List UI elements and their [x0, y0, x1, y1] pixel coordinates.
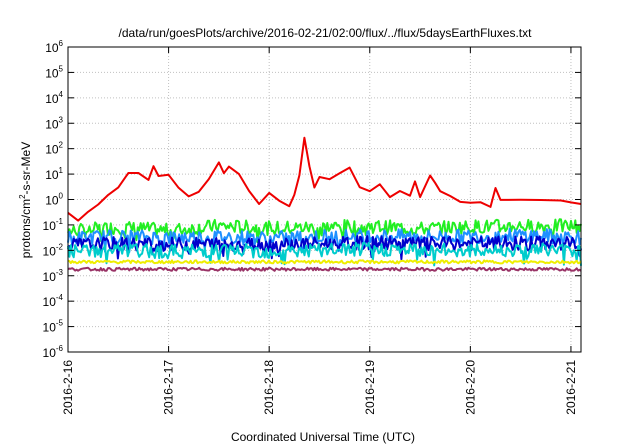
y-tick-label: 10-1 — [43, 217, 64, 233]
y-tick-label: 100 — [45, 192, 63, 208]
series-line-7 — [67, 266, 582, 272]
x-tick-label: 2016-2-19 — [363, 360, 377, 415]
series-line-5 — [67, 241, 582, 267]
x-tick-label: 2016-2-16 — [61, 360, 75, 415]
series-line-2 — [67, 218, 582, 244]
series-group — [67, 136, 582, 272]
y-tick-label: 10-6 — [43, 344, 64, 360]
series-line-1 — [67, 136, 582, 222]
y-tick-label: 106 — [45, 39, 63, 55]
y-tick-label: 10-3 — [43, 268, 64, 284]
series-line-3 — [67, 227, 582, 254]
y-tick-label: 103 — [45, 115, 63, 131]
y-tick-label: 104 — [45, 90, 63, 106]
y-tick-label: 10-5 — [43, 319, 64, 335]
y-tick-label: 10-2 — [43, 242, 64, 258]
y-tick-label: 101 — [45, 166, 63, 182]
y-tick-label: 105 — [45, 64, 63, 80]
y-tick-label: 102 — [45, 141, 63, 157]
y-axis-label: protons/cm2-s-sr-MeV — [18, 142, 33, 258]
x-axis-label: Coordinated Universal Time (UTC) — [231, 430, 415, 444]
x-tick-label: 2016-2-17 — [162, 360, 176, 415]
y-tick-label: 10-4 — [43, 293, 64, 309]
x-tick-label: 2016-2-18 — [262, 360, 276, 415]
x-tick-label: 2016-2-21 — [564, 360, 578, 415]
x-tick-label: 2016-2-20 — [463, 360, 477, 415]
y-axis-ticks: 106 105 104 103 102 101 100 10-1 10-2 10-3 10-4 10-… — [43, 39, 581, 360]
series-line-4 — [67, 235, 582, 261]
series-line-6 — [67, 259, 582, 265]
chart-title: /data/run/goesPlots/archive/2016-02-21/0… — [119, 26, 533, 40]
x-axis-ticks: 2016-2-16 2016-2-17 2016-2-18 2016-2-19 2016… — [61, 47, 578, 415]
